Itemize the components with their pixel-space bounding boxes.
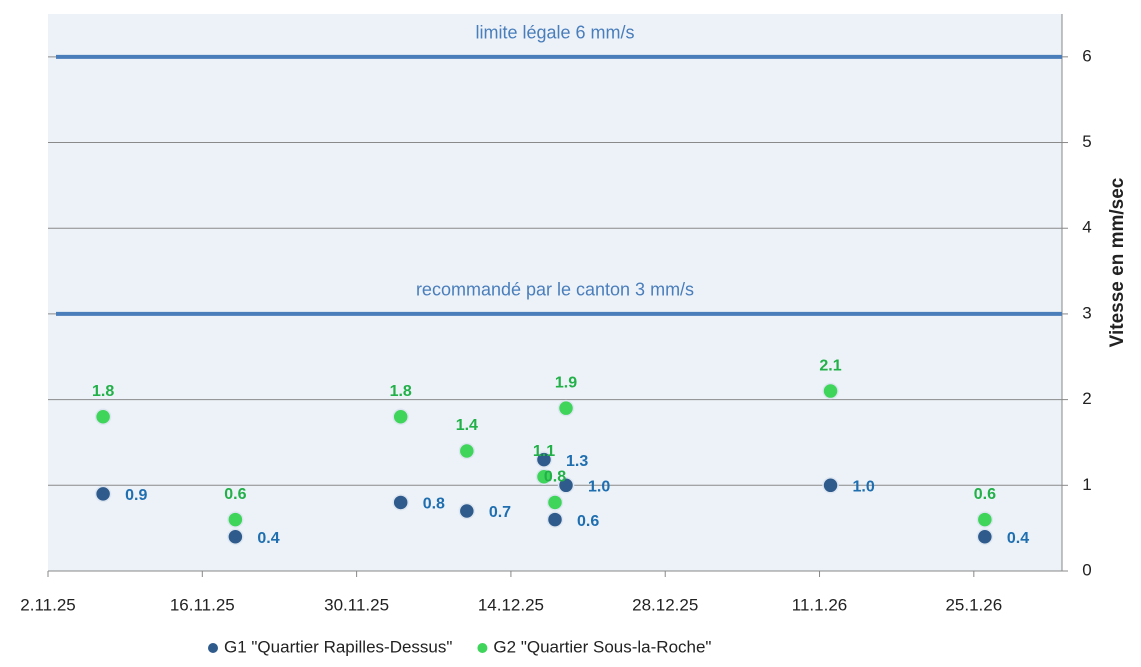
data-label: 1.8: [92, 383, 114, 400]
data-label: 1.3: [566, 453, 588, 470]
y-tick-label: 5: [1082, 132, 1091, 151]
x-tick-label: 16.11.25: [170, 595, 235, 614]
point: [535, 468, 553, 485]
legend-label: G2 "Quartier Sous-la-Roche": [493, 637, 711, 656]
data-label: 0.9: [125, 487, 147, 504]
reference-label: limite légale 6 mm/s: [475, 23, 634, 43]
point: [458, 502, 476, 520]
data-label: 2.1: [819, 357, 841, 374]
y-axis-title: Vitesse en mm/sec: [1107, 177, 1128, 347]
x-tick-label: 11.1.26: [792, 595, 847, 614]
y-tick-label: 0: [1082, 560, 1091, 579]
data-label: 1.8: [390, 383, 412, 400]
plot-area: [48, 14, 1062, 571]
x-tick-label: 25.1.26: [945, 595, 1002, 614]
data-label: 0.4: [257, 530, 279, 547]
point: [822, 477, 839, 494]
x-tick-label: 14.12.25: [478, 595, 544, 614]
point: [557, 399, 575, 417]
data-label: 0.6: [224, 486, 246, 503]
point: [94, 485, 112, 503]
data-label: 1.4: [456, 417, 478, 434]
x-tick-label: 30.11.25: [324, 595, 389, 614]
data-label: 1.1: [533, 443, 555, 460]
reference-label: recommandé par le canton 3 mm/s: [416, 280, 694, 300]
legend-label: G1 "Quartier Rapilles-Dessus": [224, 637, 452, 656]
data-label: 1.0: [588, 479, 610, 496]
point: [822, 382, 839, 400]
point: [976, 528, 994, 545]
point: [535, 451, 553, 468]
data-label: 1.9: [555, 374, 577, 391]
point: [546, 511, 564, 528]
y-tick-label: 2: [1082, 389, 1091, 408]
data-label: 0.6: [577, 513, 599, 530]
point: [458, 442, 476, 460]
y-tick-label: 4: [1082, 218, 1091, 237]
data-label: 1.0: [853, 479, 875, 496]
point: [392, 494, 409, 511]
data-label: 0.4: [1007, 530, 1029, 547]
point: [546, 494, 564, 511]
y-tick-label: 6: [1082, 46, 1091, 65]
data-label: 0.7: [489, 504, 511, 521]
y-tick-label: 3: [1082, 303, 1091, 322]
point: [94, 408, 112, 426]
legend-marker: [477, 643, 488, 653]
point: [976, 511, 994, 528]
point: [557, 477, 575, 494]
data-label: 0.6: [974, 486, 996, 503]
x-tick-label: 28.12.25: [632, 595, 698, 614]
point: [227, 511, 244, 528]
x-tick-label: 2.11.25: [20, 595, 75, 614]
y-tick-label: 1: [1082, 475, 1091, 494]
data-label: 0.8: [544, 469, 566, 486]
point: [227, 528, 244, 545]
legend-marker: [208, 643, 218, 653]
data-label: 0.8: [423, 496, 445, 513]
point: [392, 408, 409, 426]
